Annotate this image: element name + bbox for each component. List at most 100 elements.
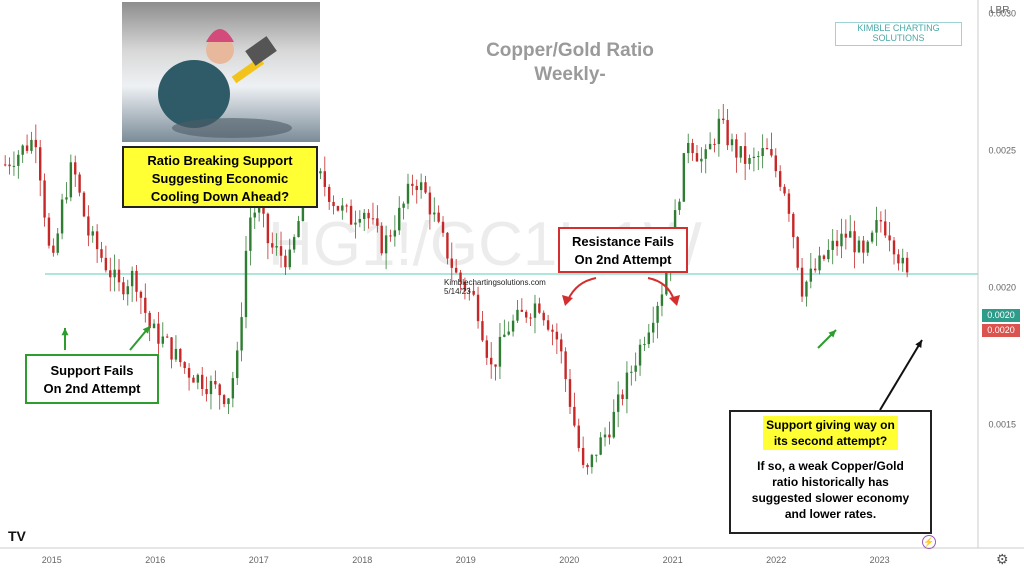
candle-body — [214, 380, 217, 385]
candle-body — [87, 216, 90, 236]
candle-body — [722, 118, 725, 121]
candle-body — [765, 148, 769, 150]
candle-body — [695, 153, 699, 162]
candle-body — [564, 351, 567, 380]
candle-body — [573, 406, 576, 426]
candle-body — [12, 165, 16, 167]
chart-title: Copper/Gold Ratio — [486, 40, 654, 61]
candle-body — [494, 364, 497, 367]
candle-body — [546, 320, 550, 330]
candle-body — [647, 332, 651, 345]
candle-body — [691, 142, 694, 154]
candle-body — [538, 303, 541, 313]
candle-body — [630, 371, 633, 373]
candle-body — [485, 340, 489, 358]
candle-body — [809, 268, 813, 282]
candle-body — [831, 240, 834, 250]
candle-body — [454, 267, 458, 273]
source-stamp: Kimblechartingsolutions.com 5/14/23 — [444, 278, 546, 296]
candle-body — [139, 291, 143, 298]
candle-body — [95, 231, 99, 250]
candle-body — [489, 357, 493, 365]
candle-body — [349, 205, 353, 225]
candle-body — [844, 233, 848, 238]
candle-body — [196, 374, 200, 383]
candle-body — [52, 245, 55, 253]
candle-body — [459, 272, 462, 282]
candle-body — [862, 240, 865, 253]
support-callout: Support Fails On 2nd Attempt — [25, 354, 159, 404]
x-tick-label: 2017 — [249, 555, 269, 565]
candle-body — [827, 249, 830, 260]
y-tick-label: 0.0030 — [988, 9, 1016, 19]
lightning-icon[interactable]: ⚡ — [922, 535, 936, 549]
candle-body — [253, 212, 256, 218]
tradingview-logo-icon[interactable]: TV — [8, 528, 26, 544]
candle-body — [700, 158, 703, 162]
candle-body — [109, 270, 112, 278]
candle-body — [437, 212, 440, 222]
candle-body — [384, 235, 388, 254]
candle-body — [682, 153, 686, 202]
candle-body — [879, 220, 883, 222]
candle-body — [113, 269, 116, 278]
candle-body — [884, 221, 887, 236]
candle-body — [358, 218, 362, 223]
green-arrow-mid-head — [142, 326, 150, 334]
candle-body — [752, 156, 756, 158]
candle-body — [603, 434, 607, 438]
candle-body — [183, 362, 186, 369]
candle-body — [179, 348, 182, 363]
candle-body — [608, 434, 611, 438]
candle-body — [507, 331, 510, 335]
y-tick-label: 0.0015 — [988, 420, 1016, 430]
candle-body — [840, 233, 843, 247]
candle-body — [481, 321, 484, 341]
candle-body — [39, 147, 42, 181]
candle-body — [402, 203, 405, 208]
chart-subtitle: Weekly- — [534, 64, 606, 85]
candle-body — [516, 309, 519, 321]
candle-body — [327, 186, 331, 202]
candle-body — [218, 384, 221, 396]
candle-body — [704, 149, 707, 159]
candle-body — [398, 207, 401, 231]
candle-body — [74, 162, 77, 175]
candle-body — [901, 257, 904, 264]
candle-body — [34, 139, 38, 148]
candle-body — [616, 394, 620, 412]
candle-body — [625, 372, 629, 400]
candle-body — [415, 185, 418, 191]
candle-body — [363, 212, 366, 219]
candle-body — [577, 425, 580, 448]
candle-body — [244, 250, 248, 318]
candle-body — [542, 312, 545, 321]
candle-body — [406, 183, 410, 204]
candle-body — [835, 240, 839, 247]
candle-body — [341, 205, 344, 211]
candle-body — [266, 213, 270, 244]
candle-body — [148, 312, 151, 329]
candle-body — [730, 139, 734, 146]
x-tick-label: 2021 — [663, 555, 683, 565]
candle-body — [170, 337, 173, 360]
candle-body — [503, 334, 506, 337]
candle-body — [389, 235, 392, 237]
red-curve-left — [567, 277, 597, 301]
candle-body — [433, 212, 436, 215]
candle-body — [152, 323, 156, 329]
candle-body — [735, 139, 738, 158]
candle-body — [236, 350, 239, 379]
x-tick-label: 2018 — [352, 555, 372, 565]
y-tick-label: 0.0020 — [988, 283, 1016, 293]
candle-body — [240, 317, 243, 351]
candle-body — [713, 143, 716, 145]
candle-body — [555, 331, 559, 340]
gear-icon[interactable]: ⚙ — [996, 551, 1009, 567]
photo-caption: Ratio Breaking Support Suggesting Econom… — [122, 146, 318, 208]
candle-body — [275, 246, 278, 248]
candle-body — [284, 255, 287, 268]
red-curve-right-head — [669, 295, 680, 306]
black-arrow — [879, 339, 923, 411]
candle-body — [3, 164, 7, 166]
